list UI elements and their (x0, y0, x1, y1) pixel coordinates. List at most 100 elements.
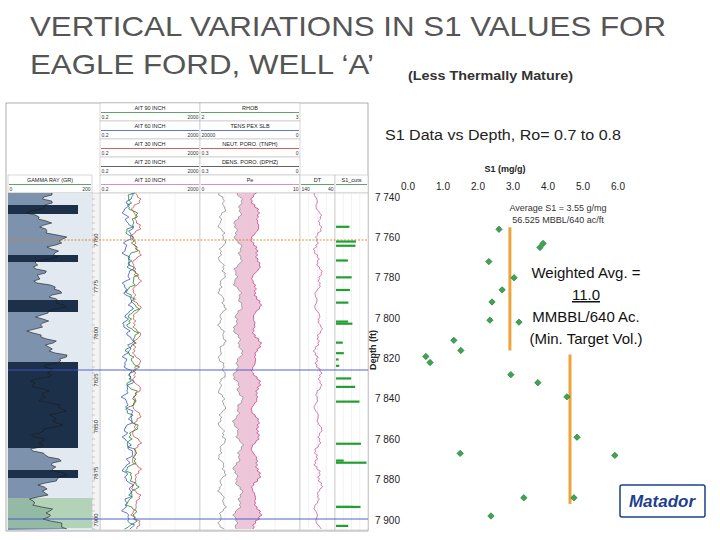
log-track (335, 193, 368, 530)
log-depth-tick (92, 445, 95, 446)
y-tick-label: 7 740 (375, 192, 400, 203)
log-marker-top (8, 240, 368, 241)
x-tick-label: 0.0 (401, 181, 415, 192)
gr-green-band (8, 498, 92, 528)
dt-curve (313, 193, 322, 529)
log-header-cell (200, 157, 300, 175)
log-s1-bar (336, 226, 349, 228)
log-header-cell (100, 157, 200, 175)
log-frame (6, 103, 368, 531)
log-depth-track (92, 193, 100, 530)
log-header-right: 0 (296, 132, 299, 138)
log-header-right: 200 (82, 186, 91, 192)
log-header-name: S1_cuts (342, 177, 362, 183)
log-header-cell (100, 139, 200, 157)
log-depth-tick (92, 397, 95, 398)
title-line-1: VERTICAL VARIATIONS IN S1 VALUES FOR (30, 11, 666, 42)
log-depth-label: 7900 (93, 513, 99, 527)
log-depth-tick (92, 229, 95, 230)
y-tick-label: 7 800 (375, 313, 400, 324)
log-depth-tick (92, 325, 95, 326)
log-s1-bar (336, 377, 351, 379)
data-point (496, 226, 502, 232)
log-depth-tick (92, 361, 95, 362)
log-header-left: 0.2 (102, 168, 109, 174)
y-tick-label: 7 780 (375, 272, 400, 283)
pe-curve (217, 193, 226, 529)
log-s1-bar (336, 302, 348, 304)
log-track-grid (343, 193, 344, 530)
log-depth-tick (92, 457, 95, 458)
log-track (8, 193, 92, 530)
log-depth-tick (92, 403, 95, 404)
log-header-cell (8, 175, 92, 193)
log-header-right: 2000 (187, 186, 198, 192)
poro-curve-2 (251, 193, 262, 529)
average-line (508, 227, 511, 350)
log-s1-bar (336, 245, 355, 247)
data-point (537, 244, 543, 250)
log-depth-tick (92, 211, 95, 212)
log-header-scale (101, 148, 199, 149)
log-depth-tick (92, 277, 95, 278)
log-depth-label: 7875 (93, 466, 99, 480)
gr-dark-band (8, 470, 78, 478)
data-point (489, 299, 495, 305)
log-depth-tick (92, 319, 95, 320)
log-track-grid (359, 193, 360, 530)
log-depth-label: 7775 (93, 279, 99, 293)
log-header-cell (200, 121, 300, 139)
log-s1-bar (336, 342, 343, 344)
log-header-name: TENS PEX SLB (230, 123, 269, 129)
log-depth-tick (92, 343, 95, 344)
data-point (451, 337, 457, 343)
log-depth-tick (92, 439, 95, 440)
x-tick-label: 3.0 (506, 181, 520, 192)
log-depth-tick (92, 253, 95, 254)
callout-text: MMBBL/640 Ac. (532, 308, 640, 325)
data-point (423, 353, 429, 359)
log-depth-tick (92, 367, 95, 368)
res-curve-2 (121, 193, 134, 529)
log-depth-tick (92, 487, 95, 488)
log-depth-tick (92, 355, 95, 356)
log-header-right: 10 (293, 186, 299, 192)
log-header-name: DENS. PORO. (DPHZ) (222, 159, 278, 165)
log-header-scale (201, 148, 299, 149)
log-track-grid (351, 193, 352, 530)
y-tick-label: 7 900 (375, 515, 400, 526)
log-s1-bar (336, 323, 352, 325)
log-header-left: 0.2 (102, 150, 109, 156)
log-depth-tick (92, 529, 95, 530)
log-header-name: GAMMA RAY (GR) (27, 177, 73, 183)
log-header-name: AIT 90 INCH (134, 105, 165, 111)
log-header-name: Pe (247, 177, 254, 183)
log-depth-tick (92, 199, 95, 200)
data-point (511, 275, 517, 281)
log-depth-tick (92, 301, 95, 302)
data-point (499, 287, 505, 293)
log-header-cell (100, 121, 200, 139)
log-depth-tick (92, 391, 95, 392)
log-track (200, 193, 300, 530)
callout-text: (Min. Target Vol.) (529, 330, 642, 347)
log-header-scale (201, 130, 299, 131)
gr-curve (27, 193, 67, 529)
log-header-left: 0.3 (202, 168, 209, 174)
data-point (535, 380, 541, 386)
log-s1-bar (336, 352, 344, 354)
slide: VERTICAL VARIATIONS IN S1 VALUES FOREAGL… (0, 0, 720, 540)
log-track-grid (150, 193, 151, 530)
log-track (300, 193, 335, 530)
log-header-scale (101, 130, 199, 131)
data-point (458, 347, 464, 353)
log-depth-tick (92, 511, 95, 512)
log-track (100, 193, 200, 530)
y-axis-label: Depth (ft) (368, 330, 378, 370)
log-depth-tick (92, 493, 95, 494)
log-depth-tick (92, 205, 95, 206)
x-tick-label: 4.0 (541, 181, 555, 192)
well-log: GAMMA RAY (GR)0200AIT 90 INCH0.22000AIT … (6, 103, 368, 531)
gr-fill (8, 193, 67, 530)
chart-title: S1 Data vs Depth, Ro= 0.7 to 0.8 (385, 127, 621, 143)
